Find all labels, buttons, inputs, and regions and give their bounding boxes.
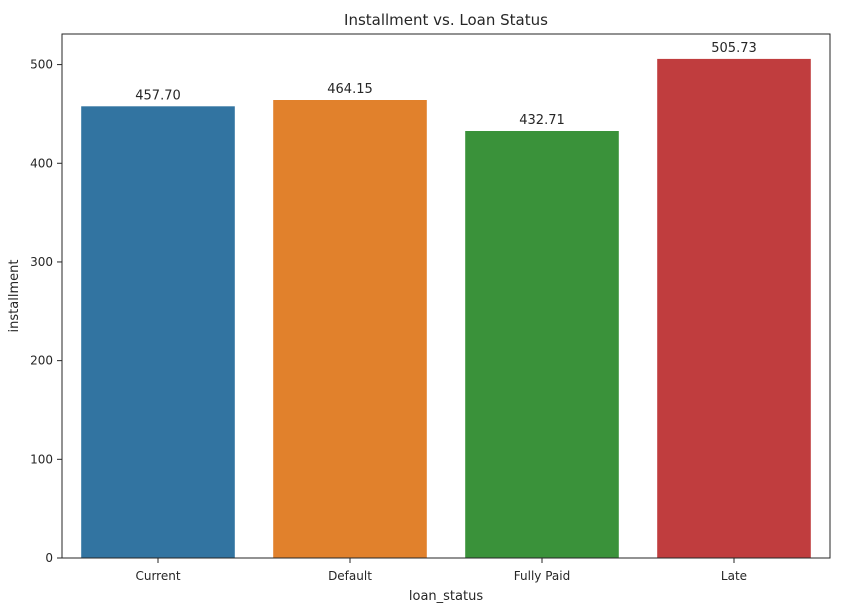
bar-current — [81, 106, 235, 559]
y-tick-label: 500 — [30, 58, 53, 72]
y-tick-label: 0 — [45, 551, 53, 565]
x-tick-label: Default — [328, 569, 372, 583]
bar-fully-paid — [465, 131, 619, 558]
y-tick-label: 300 — [30, 255, 53, 269]
data-label-current: 457.70 — [135, 88, 181, 103]
y-axis: 0 100 200 300 400 500 — [30, 58, 62, 565]
y-tick-label: 100 — [30, 452, 53, 466]
y-tick-label: 200 — [30, 354, 53, 368]
y-axis-label: installment — [7, 260, 22, 333]
x-tick-label: Current — [135, 569, 180, 583]
bar-default — [273, 100, 427, 558]
x-tick-label: Late — [721, 569, 747, 583]
data-label-fully-paid: 432.71 — [519, 113, 565, 128]
bars-group — [81, 58, 811, 559]
data-label-default: 464.15 — [327, 82, 373, 97]
data-label-late: 505.73 — [711, 41, 757, 56]
y-tick-label: 400 — [30, 156, 53, 170]
chart-title: Installment vs. Loan Status — [344, 11, 548, 29]
x-axis: Current Default Fully Paid Late — [135, 558, 747, 583]
plot-frame — [61, 33, 831, 559]
x-tick-label: Fully Paid — [514, 569, 570, 583]
data-labels-group: 457.70 464.15 432.71 505.73 — [135, 41, 757, 128]
bar-late — [657, 58, 811, 559]
x-axis-label: loan_status — [409, 589, 483, 604]
